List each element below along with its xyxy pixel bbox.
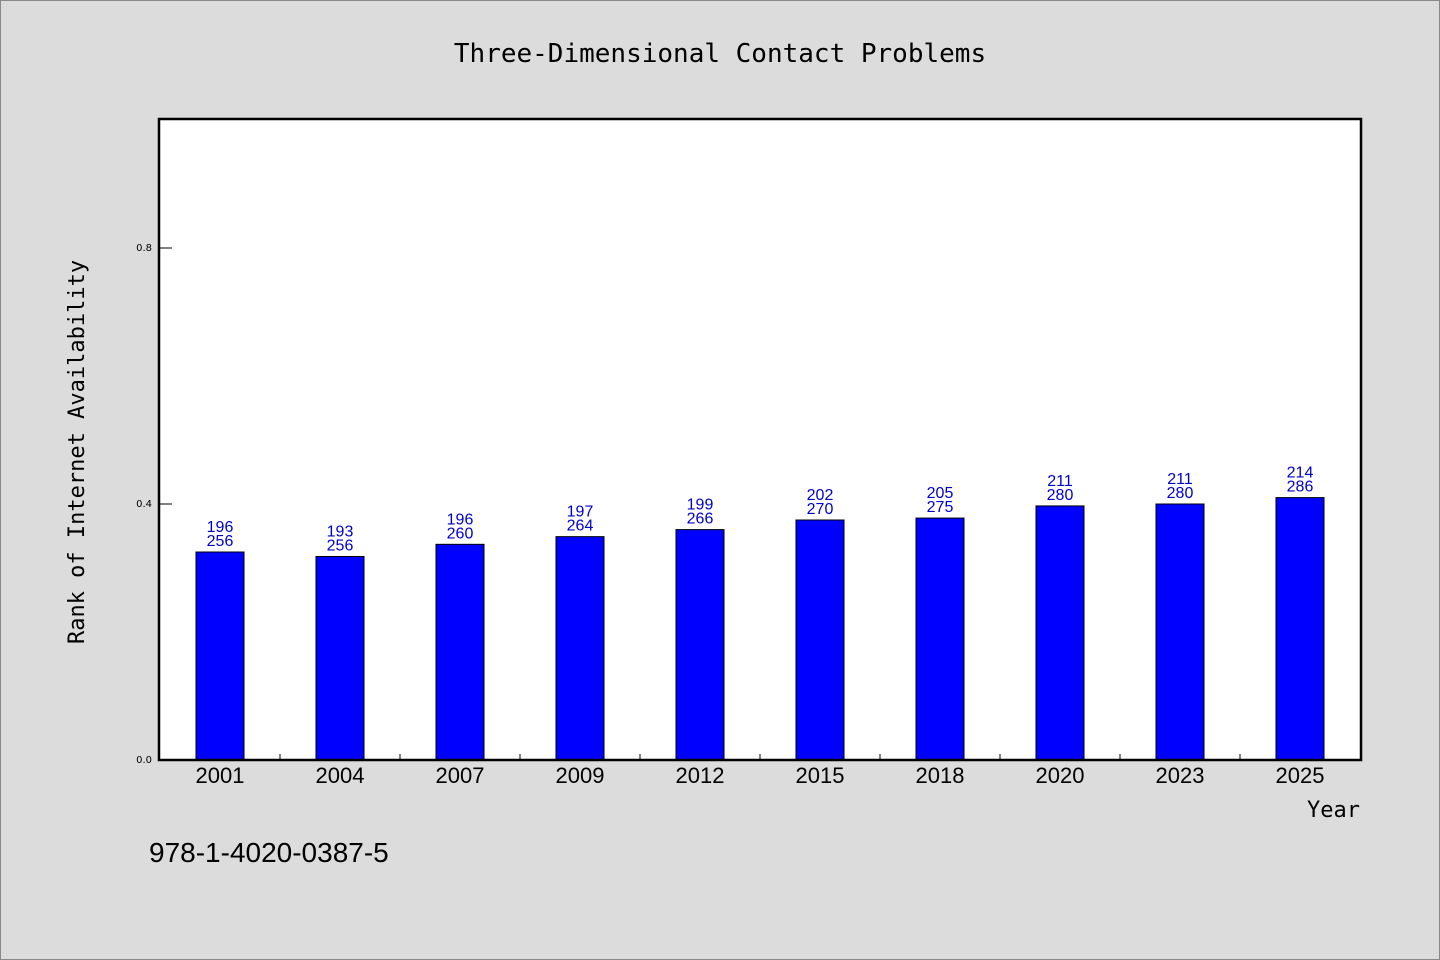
bar-2023 (1155, 503, 1205, 761)
x-tick-label: 2001 (196, 763, 245, 788)
data-label: 266 (687, 511, 714, 528)
data-label: 211 (1167, 471, 1193, 488)
data-label: 205 (927, 485, 954, 502)
data-label: 270 (807, 501, 834, 518)
bar-2012 (675, 529, 725, 761)
x-tick-label: 2004 (316, 763, 365, 788)
chart-title: Three-Dimensional Contact Problems (454, 39, 986, 69)
x-tick-label: 2015 (796, 763, 845, 788)
bars-group (195, 497, 1325, 761)
data-label: 280 (1047, 487, 1074, 504)
x-tick-label: 2018 (916, 763, 965, 788)
bar-2018 (915, 517, 965, 761)
data-label: 256 (327, 537, 354, 554)
bar-2025 (1275, 497, 1325, 761)
data-labels-group: 1962561932561962601972641992662022702052… (207, 465, 1314, 555)
x-axis-label: Year (1307, 798, 1360, 823)
data-label: 196 (447, 511, 474, 528)
bar-2001 (195, 551, 245, 761)
data-label: 280 (1167, 485, 1194, 502)
y-tick-label: 0.4 (136, 499, 152, 510)
bar-2020 (1035, 505, 1085, 761)
bar-2015 (795, 519, 845, 761)
bar-2004 (315, 555, 365, 761)
data-label: 199 (687, 497, 714, 514)
data-label: 260 (447, 525, 474, 542)
data-label: 264 (567, 518, 594, 535)
x-tick-label: 2025 (1276, 763, 1325, 788)
x-tick-label: 2012 (676, 763, 725, 788)
data-label: 202 (807, 487, 834, 504)
y-tick-label: 0.8 (136, 243, 152, 254)
data-label: 211 (1047, 473, 1073, 490)
x-tick-label: 2007 (436, 763, 485, 788)
y-tick-label: 0.0 (136, 755, 152, 766)
data-label: 196 (207, 519, 234, 536)
data-label: 256 (207, 533, 234, 550)
data-label: 275 (927, 499, 954, 516)
data-label: 193 (327, 523, 354, 540)
bar-2009 (555, 536, 605, 761)
x-tick-label: 2009 (556, 763, 605, 788)
isbn-footer: 978-1-4020-0387-5 (149, 837, 389, 868)
bar-2007 (435, 543, 485, 761)
data-label: 286 (1287, 479, 1314, 496)
y-axis-label: Rank of Internet Availability (65, 260, 90, 644)
plot-frame (157, 117, 1363, 762)
data-label: 197 (567, 504, 594, 521)
x-tick-label: 2020 (1036, 763, 1085, 788)
x-tick-label: 2023 (1156, 763, 1205, 788)
data-label: 214 (1287, 465, 1314, 482)
